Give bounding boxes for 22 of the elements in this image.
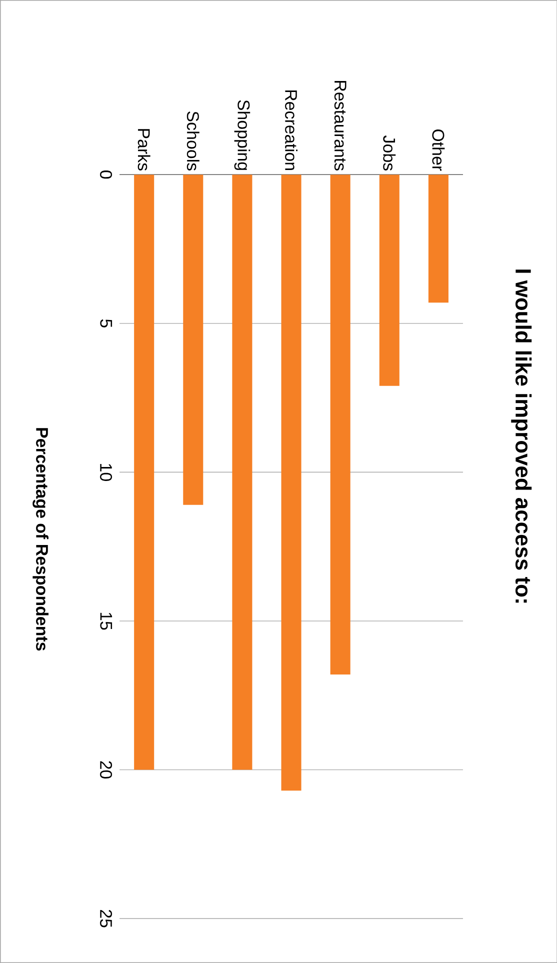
x-tick-label: Jobs <box>382 136 396 170</box>
bar <box>134 174 154 770</box>
bar <box>232 174 252 770</box>
bar <box>379 174 400 386</box>
x-tick-label: Other <box>432 129 444 171</box>
y-tick-label: 15 <box>100 612 112 630</box>
y-tick-label: 25 <box>100 910 112 928</box>
text: I would like improved access to: <box>510 270 532 603</box>
bar <box>330 174 350 675</box>
x-tick-label: Parks <box>138 129 150 170</box>
x-tick-label: Recreation <box>284 90 298 170</box>
y-tick-label: 20 <box>100 761 112 779</box>
y-axis-title: Percentage of Respondents <box>32 428 48 651</box>
y-tick-label: 0 <box>100 170 112 179</box>
y-tick-label: 10 <box>100 464 112 481</box>
bar <box>428 174 448 303</box>
y-tick-label: 5 <box>100 319 112 328</box>
bar <box>182 174 203 505</box>
bar <box>281 174 302 791</box>
x-tick-label: Shopping <box>234 100 250 170</box>
x-tick-label: Schools <box>186 112 200 170</box>
x-tick-label: Restaurants <box>334 81 346 170</box>
